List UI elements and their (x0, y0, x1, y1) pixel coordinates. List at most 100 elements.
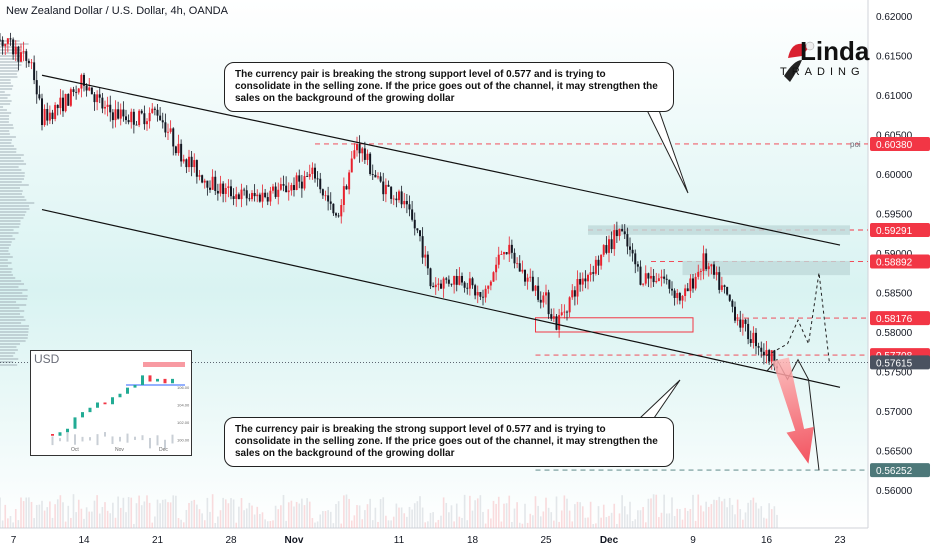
volume-bar (374, 507, 377, 528)
volume-bar (206, 497, 209, 528)
candle-body (749, 339, 752, 343)
volume-bar (67, 505, 70, 528)
volume-bar (676, 508, 679, 528)
profile-bar (0, 238, 16, 240)
volume-bar (54, 504, 56, 528)
level-tag-text: 0.56252 (876, 466, 913, 477)
inset-label: USD (34, 352, 60, 366)
inset-candle (126, 387, 129, 394)
volume-bar (14, 509, 17, 528)
inset-volume (74, 434, 76, 445)
volume-bar (264, 519, 266, 528)
candle-body (27, 60, 30, 64)
candle-body (429, 268, 432, 287)
candle-body (755, 332, 757, 347)
inset-candle (141, 375, 144, 385)
candle-body (211, 176, 214, 190)
volume-bars (0, 494, 778, 528)
profile-bar (0, 208, 30, 210)
candle-body (768, 350, 771, 362)
volume-bar (253, 514, 256, 528)
inset-volume (59, 438, 61, 442)
candle-body (636, 264, 639, 267)
volume-bar (361, 519, 364, 528)
candle-body (130, 111, 133, 123)
inset-candle (133, 385, 137, 388)
volume-bar (469, 495, 471, 528)
candle-body (694, 276, 697, 289)
profile-bar (0, 271, 12, 273)
candle-body (119, 109, 122, 119)
level-tag-text: 0.59291 (876, 226, 913, 237)
candle-body (232, 196, 235, 199)
candle-body (413, 219, 416, 229)
volume-bar (487, 509, 490, 528)
candle-body (715, 272, 718, 275)
profile-bar (0, 85, 14, 87)
candle-body (356, 144, 358, 151)
profile-bar (0, 151, 17, 153)
profile-bar (0, 298, 28, 300)
candle-body (93, 94, 96, 103)
volume-bar (104, 502, 106, 528)
volume-bar (49, 501, 51, 528)
candle-body (156, 109, 159, 116)
candle-body (245, 190, 248, 199)
inset-volume (126, 433, 129, 443)
profile-bar (0, 133, 10, 135)
volume-bar (621, 495, 623, 528)
candle-body (230, 186, 232, 197)
candle-body (382, 181, 385, 195)
candle-body (516, 263, 519, 265)
candle-body (327, 195, 330, 202)
candle-body (125, 116, 127, 121)
candle-body (563, 311, 566, 313)
volume-bar (697, 494, 700, 528)
candle-body (272, 186, 274, 191)
level-tag-text: 0.57615 (876, 358, 913, 369)
candle-body (0, 39, 1, 41)
candle-body (676, 293, 679, 298)
candle-body (146, 121, 148, 125)
volume-bar (440, 515, 442, 528)
volume-bar (248, 502, 251, 528)
volume-bar (721, 501, 723, 528)
level-tag (870, 311, 930, 326)
volume-bar (114, 517, 117, 528)
volume-bar (385, 515, 387, 528)
candle-body (140, 110, 143, 114)
volume-bar (400, 507, 403, 528)
profile-bar (0, 43, 29, 45)
candle-body (62, 97, 64, 112)
volume-bar (495, 503, 497, 528)
candle-body (285, 185, 288, 193)
volume-bar (172, 495, 175, 528)
volume-bar (434, 522, 437, 528)
volume-bar (259, 513, 261, 528)
volume-bar (623, 506, 626, 528)
candle-body (48, 112, 51, 121)
candle-body (224, 188, 227, 194)
volume-bar (584, 517, 587, 528)
volume-bar (83, 518, 85, 528)
candle-body (253, 192, 256, 197)
volume-bar (340, 523, 343, 528)
volume-bar (277, 509, 280, 528)
candle-body (185, 159, 188, 168)
volume-bar (715, 500, 718, 528)
volume-bar (0, 497, 1, 528)
candle-body (692, 278, 694, 289)
candle-body (726, 286, 729, 295)
candle-body (718, 272, 721, 290)
volume-bar (763, 517, 765, 528)
volume-bar (151, 522, 154, 528)
volume-bar (413, 503, 416, 528)
inset-volume (141, 435, 144, 441)
inset-volume (89, 437, 91, 441)
volume-bar (427, 521, 429, 528)
logo-subtext: TRADING (780, 66, 865, 78)
volume-bar (164, 499, 167, 528)
candle-body (361, 148, 364, 154)
candle-body (673, 290, 676, 298)
candle-body (621, 228, 624, 232)
